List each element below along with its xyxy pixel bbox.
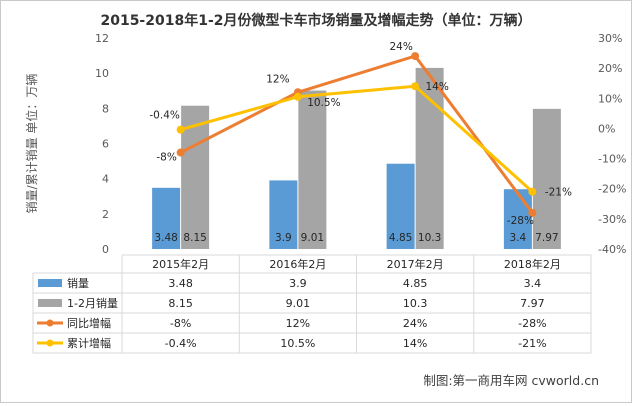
y-tick-label: 10 [95,67,109,80]
bar [298,90,327,250]
table-cell: 3.9 [289,277,307,290]
series-marker [293,92,302,101]
category-label: 2017年2月 [387,257,444,271]
y2-tick-label: -20% [598,183,626,196]
y-tick-label: 4 [102,173,109,186]
y2-tick-label: 0% [598,122,615,135]
bar [386,163,415,249]
source-note: 制图:第一商用车网 cvworld.cn [423,373,599,388]
bar-data-label: 7.97 [535,232,558,244]
bars: 3.48 3.9 4.85 3.4 8.15 9.01 10.3 7.97 [152,67,561,250]
y2-tick-label: 20% [598,62,622,75]
bar-data-label: 3.9 [275,232,292,244]
category-label: 2015年2月 [152,257,209,271]
y-tick-label: 12 [95,32,109,45]
table-cell: 3.4 [524,277,542,290]
bar-data-label: 9.01 [301,232,324,244]
y-tick-label: 6 [102,138,109,151]
table-cell: 24% [403,317,427,330]
y2-tick-label: -40% [598,243,626,256]
bar [532,108,561,249]
legend-key-marker [46,339,54,347]
table-cell: 7.97 [520,297,545,310]
series-marker [176,148,185,157]
line-data-label: 10.5% [307,97,340,109]
table-cell: 12% [286,317,310,330]
table-cell: 10.5% [280,337,315,350]
category-label: 2016年2月 [269,257,326,271]
bar [269,180,298,249]
bar-data-label: 8.15 [183,232,206,244]
table-cell: 10.3 [403,297,428,310]
y2-tick-label: 10% [598,92,622,105]
line-data-label: -0.4% [149,110,179,122]
table-row-label: 累计增幅 [67,336,111,350]
series-line [180,84,534,193]
bar-data-label: 4.85 [389,232,412,244]
line-data-label: 24% [389,41,412,53]
table-cell: 9.01 [286,297,311,310]
series-marker [528,208,537,217]
bar-data-label: 10.3 [418,232,441,244]
table-cell: -21% [518,337,546,350]
table-row-label: 1-2月销量 [67,296,118,310]
category-label: 2018年2月 [504,257,561,271]
line-data-label: 12% [266,73,289,85]
y-tick-label: 0 [102,243,109,256]
series-marker [176,125,185,134]
table-cell: 3.48 [168,277,193,290]
legend-key-marker [46,319,54,327]
series-marker [411,52,420,61]
table-cell: 14% [403,337,427,350]
chart-title: 2015-2018年1-2月份微型卡车市场销量及增幅走势（单位：万辆） [100,12,531,29]
bar-data-label: 3.48 [154,232,177,244]
legend-key-bar [38,299,62,307]
series-marker [528,187,537,196]
y-tick-label: 2 [102,208,109,221]
y2-tick-label: -10% [598,153,626,166]
legend-key-bar [38,279,62,287]
y-axis-title: 销量/累计销量 单位：万辆 [24,74,39,214]
table-row-label: 销量 [67,276,89,290]
line-data-label: -8% [156,152,176,164]
table-cell: 4.85 [403,277,428,290]
y2-tick-label: -30% [598,213,626,226]
line-data-label: -28% [507,215,534,227]
table-cell: -8% [170,317,191,330]
y2-tick-label: 30% [598,32,622,45]
series-line [179,54,534,214]
line-data-label: 14% [425,81,448,93]
lines: -8% 12% 24% -28% -0.4% 10.5% 14% -21% [149,41,572,227]
series-marker [411,82,420,91]
line-data-label: -21% [545,187,572,199]
bar-data-label: 3.4 [510,232,527,244]
table-cell: -28% [518,317,546,330]
table-cell: 8.15 [168,297,193,310]
axes: 0 2 4 6 8 10 12 -40% -30% -20% -10% 0% 10% 20% 30% [95,32,626,256]
bar [415,67,444,250]
bar [152,187,181,249]
bar [503,189,532,249]
table-row-label: 同比增幅 [67,316,111,330]
y-tick-label: 8 [102,102,109,115]
table-cell: -0.4% [165,337,197,350]
